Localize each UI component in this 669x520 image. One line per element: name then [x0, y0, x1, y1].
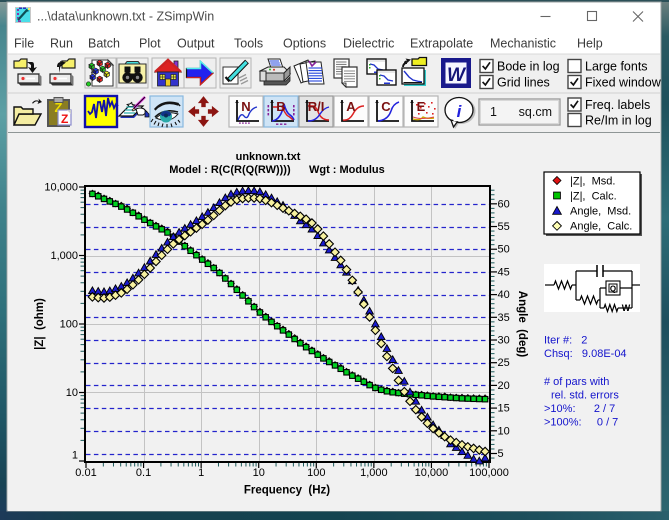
svg-text:100,000: 100,000 [469, 467, 509, 479]
svg-text:Grid lines: Grid lines [497, 76, 550, 90]
svg-text:|Z| (ohm): |Z| (ohm) [34, 298, 46, 350]
svg-text:i: i [457, 102, 463, 121]
svg-text:10,000: 10,000 [44, 182, 78, 194]
svg-text:File: File [14, 37, 34, 51]
svg-text:>10%: 2 / 7: >10%: 2 / 7 [544, 403, 615, 415]
svg-text:5: 5 [498, 448, 504, 460]
svg-text:100: 100 [307, 467, 325, 479]
svg-text:10: 10 [498, 425, 510, 437]
svg-text:35: 35 [498, 312, 510, 324]
svg-text:25: 25 [498, 357, 510, 369]
svg-text:Iter #: 2: Iter #: 2 [544, 335, 587, 347]
svg-text:Extrapolate: Extrapolate [410, 37, 473, 51]
svg-text:A: A [346, 99, 356, 114]
svg-text:1: 1 [198, 467, 204, 479]
svg-text:W: W [622, 303, 631, 313]
svg-text:Q: Q [610, 285, 616, 294]
svg-text:|Z|, Calc.: |Z|, Calc. [570, 191, 617, 203]
svg-text:10: 10 [66, 387, 78, 399]
svg-text:Plot: Plot [139, 37, 161, 51]
svg-text:Chsq: 9.08E-04: Chsq: 9.08E-04 [544, 348, 627, 360]
svg-text:Z: Z [61, 112, 68, 126]
svg-text:R/I: R/I [308, 99, 325, 114]
svg-text:Batch: Batch [88, 37, 120, 51]
svg-text:# of pars with: # of pars with [544, 376, 609, 388]
svg-text:Run: Run [50, 37, 73, 51]
svg-text:1,000: 1,000 [50, 250, 78, 262]
svg-text:Frequency (Hz): Frequency (Hz) [244, 485, 330, 497]
svg-text:1,000: 1,000 [360, 467, 388, 479]
svg-text:Model : R(C(R(Q(RW)))) Wg: Model : R(C(R(Q(RW)))) Wgt : Modulus [169, 164, 384, 176]
svg-text:sq.cm: sq.cm [519, 105, 552, 119]
svg-text:60: 60 [498, 198, 510, 210]
svg-text:Re/Im in log: Re/Im in log [585, 114, 652, 128]
svg-text:Large fonts: Large fonts [585, 60, 648, 74]
svg-text:1: 1 [72, 450, 78, 462]
svg-text:Tools: Tools [234, 37, 263, 51]
svg-text:W: W [447, 65, 467, 86]
svg-text:Bode in log: Bode in log [497, 60, 560, 74]
svg-text:|Z|, Msd.: |Z|, Msd. [570, 176, 615, 188]
svg-text:100: 100 [60, 319, 78, 331]
svg-text:Output: Output [177, 37, 215, 51]
svg-text:Mechanistic: Mechanistic [490, 37, 556, 51]
svg-text:45: 45 [498, 266, 510, 278]
svg-text:Angle (deg): Angle (deg) [516, 291, 528, 358]
svg-text:10,000: 10,000 [415, 467, 449, 479]
svg-text:>100%: 0 / 7: >100%: 0 / 7 [544, 417, 618, 429]
svg-text:1: 1 [490, 105, 497, 119]
svg-text:Freq. labels: Freq. labels [585, 98, 650, 112]
svg-text:E: E [417, 99, 426, 114]
svg-text:B: B [276, 99, 285, 114]
svg-text:Fixed window: Fixed window [585, 76, 662, 90]
svg-text:Z: Z [55, 100, 63, 115]
svg-text:55: 55 [498, 221, 510, 233]
svg-text:Angle, Calc.: Angle, Calc. [570, 221, 632, 233]
svg-text:15: 15 [498, 403, 510, 415]
svg-text:Angle, Msd.: Angle, Msd. [570, 206, 631, 218]
svg-text:unknown.txt: unknown.txt [236, 151, 301, 163]
svg-text:30: 30 [498, 335, 510, 347]
svg-text:N: N [241, 99, 250, 114]
svg-text:10: 10 [253, 467, 265, 479]
svg-text:50: 50 [498, 244, 510, 256]
svg-text:Options: Options [283, 37, 326, 51]
svg-text:0.1: 0.1 [136, 467, 151, 479]
svg-text:Dielectric: Dielectric [343, 37, 394, 51]
svg-text:C: C [381, 99, 391, 114]
svg-text:40: 40 [498, 289, 510, 301]
svg-text:...\data\unknown.txt - ZSimpWi: ...\data\unknown.txt - ZSimpWin [37, 10, 214, 24]
svg-text:rel. std. errors: rel. std. errors [551, 390, 619, 402]
svg-text:20: 20 [498, 380, 510, 392]
svg-text:0.01: 0.01 [75, 467, 96, 479]
svg-text:Help: Help [577, 37, 603, 51]
